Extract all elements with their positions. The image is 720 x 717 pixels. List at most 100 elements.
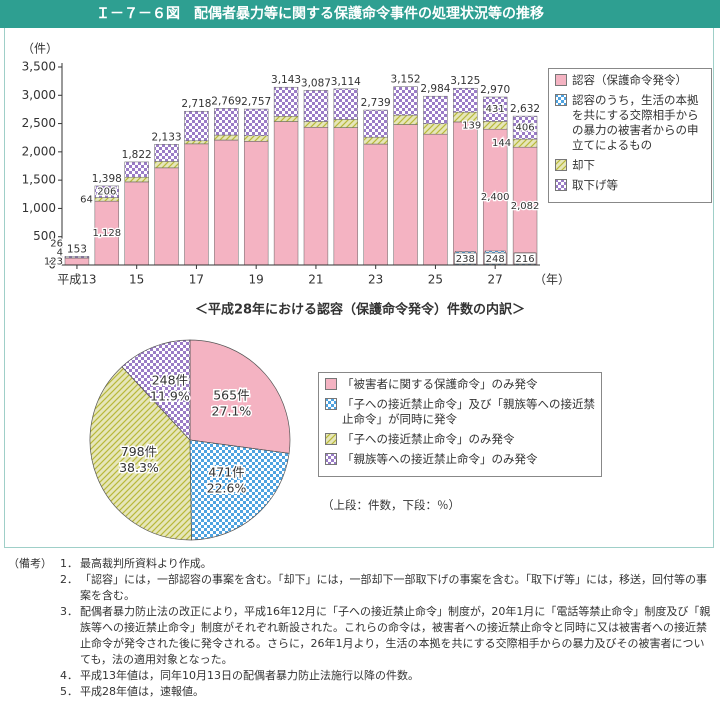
x-tick-label: 27 — [488, 273, 503, 287]
legend-swatch — [555, 159, 567, 171]
pie-legend: 「被害者に関する保護命令」のみ発令 「子への接近禁止命令」及び「親族等への接近禁止… — [318, 372, 602, 477]
bar-value-label: 206 — [97, 187, 116, 198]
note-number: 3． — [60, 605, 78, 618]
bar-total-label: 1,822 — [122, 149, 152, 161]
bar-value-label: 2,082 — [511, 201, 540, 212]
bar-segment — [333, 119, 359, 128]
note-row: 4． 平成13年値は，同年10月13日の配偶者暴力防止法施行以降の件数。 — [8, 668, 712, 684]
note-text: 「認容」には，一部認容の事案を含む。「却下」には，一部却下一部取下げの事案を含む… — [80, 573, 707, 602]
figure-frame — [4, 28, 714, 548]
bar-total-label: 1,398 — [92, 173, 122, 185]
pie-count-label: 565件 — [213, 387, 249, 402]
note-text: 最高裁判所資料より作成。 — [80, 557, 212, 570]
legend-swatch — [325, 433, 337, 445]
note-number: 2． — [60, 573, 78, 586]
bar-total-label: 2,984 — [420, 83, 450, 95]
y-tick-label: 1,000 — [22, 201, 56, 215]
bar-total-label: 3,125 — [450, 75, 480, 87]
bar-segment — [363, 143, 388, 266]
bar-segment — [303, 121, 329, 128]
bar-segment — [273, 121, 299, 266]
bar-sub-label: 216 — [516, 254, 535, 265]
pie-percent-label: 11.9% — [150, 388, 190, 403]
bar-segment — [154, 167, 179, 266]
legend-swatch — [555, 179, 567, 191]
note-number: 5． — [60, 685, 78, 698]
x-tick-label: 19 — [249, 273, 264, 287]
bar-total-label: 2,739 — [361, 97, 391, 109]
bar-segment — [243, 135, 269, 142]
legend-entry: 「子への接近禁止命令」のみ発令 — [325, 432, 595, 447]
pie-slice — [189, 339, 291, 454]
bar-segment — [64, 257, 90, 266]
bar-segment — [363, 136, 388, 145]
note-text: 平成28年値は，速報値。 — [80, 685, 204, 698]
bar-segment — [94, 185, 120, 198]
bar-segment — [214, 108, 239, 136]
pie-percent-label: 38.3% — [119, 460, 159, 475]
note-label — [8, 684, 60, 700]
bar-segment — [184, 140, 209, 145]
y-tick-label: 3,000 — [22, 88, 56, 102]
bar-value-label: 139 — [462, 120, 481, 131]
bar-segment — [273, 86, 299, 117]
legend-entry: 「子への接近禁止命令」及び「親族等への接近禁止命令」が同時に発令 — [325, 397, 595, 427]
note-label: （備考） — [8, 557, 52, 570]
bar-total-label: 153 — [67, 243, 87, 255]
x-tick-label: 21 — [308, 273, 323, 287]
bar-segment — [154, 161, 179, 169]
bar-segment — [94, 197, 120, 202]
bar-value-label: 144 — [492, 138, 511, 149]
x-tick-label: 25 — [428, 273, 443, 287]
bar-value-label: 26 — [50, 239, 63, 250]
note-label — [8, 668, 60, 684]
bar-value-label: 406 — [516, 123, 535, 134]
bar-segment — [184, 143, 209, 266]
bar-segment — [363, 109, 388, 138]
bar-segment — [214, 139, 239, 266]
bar-value-label: 431 — [486, 104, 505, 115]
legend-label: 認容のうち，生活の本拠を共にする交際相手からの暴力の被害者からの申立てによるもの — [572, 93, 699, 152]
note-text: 配偶者暴力防止法の改正により，平成16年12月に「子への接近禁止命令」制度が，2… — [80, 605, 711, 666]
bar-total-label: 2,133 — [152, 131, 182, 143]
bar-sub-label: 238 — [456, 254, 475, 265]
pie-percent-label: 22.6% — [207, 481, 247, 496]
bar-segment — [124, 181, 149, 266]
bar-total-label: 2,970 — [480, 84, 510, 96]
pie-count-label: 471件 — [208, 465, 244, 480]
legend-label: 「親族等への接近禁止命令」のみ発令 — [342, 452, 538, 466]
bar-segment — [512, 138, 538, 148]
bar-total-label: 2,757 — [241, 96, 271, 108]
y-tick-label: 3,500 — [22, 60, 56, 74]
bar-segment — [393, 114, 418, 125]
y-unit-label: （件） — [22, 42, 58, 56]
y-tick-label: 2,000 — [22, 144, 56, 158]
bar-segment — [214, 134, 239, 141]
pie-note: （上段：件数，下段：％） — [322, 498, 460, 512]
note-number: 1． — [60, 557, 78, 570]
legend-label: 「子への接近禁止命令」のみ発令 — [342, 432, 515, 446]
bar-segment — [423, 95, 448, 124]
legend-label: 取下げ等 — [572, 178, 618, 192]
bar-total-label: 2,769 — [211, 95, 241, 107]
legend-entry: 取下げ等 — [555, 178, 705, 193]
bar-segment — [124, 161, 149, 178]
pie-slice — [89, 366, 192, 541]
x-axis-label: （年） — [534, 273, 570, 287]
bar-total-label: 3,152 — [391, 74, 421, 86]
chart: （件） （年） 0 500 1,000 1,500 2,000 2,500 3,000 3,500… — [22, 42, 570, 541]
legend-entry: 却下 — [555, 158, 705, 173]
pie-slice — [121, 339, 191, 441]
x-tick-label: 17 — [189, 273, 204, 287]
note-row: 5． 平成28年値は，速報値。 — [8, 684, 712, 700]
note-number: 4． — [60, 669, 78, 682]
y-tick-label: 500 — [33, 229, 56, 243]
note-text: 平成13年値は，同年10月13日の配偶者暴力防止法施行以降の件数。 — [80, 669, 419, 682]
legend-entry: 「親族等への接近禁止命令」のみ発令 — [325, 452, 595, 467]
legend-label: 認容（保護命令発令） — [572, 73, 687, 87]
bar-segment — [333, 88, 359, 120]
legend-label: 却下 — [572, 158, 595, 172]
bar-sub-label: 248 — [486, 254, 505, 265]
note-row: 3． 配偶者暴力防止法の改正により，平成16年12月に「子への接近禁止命令」制度が… — [8, 604, 712, 668]
